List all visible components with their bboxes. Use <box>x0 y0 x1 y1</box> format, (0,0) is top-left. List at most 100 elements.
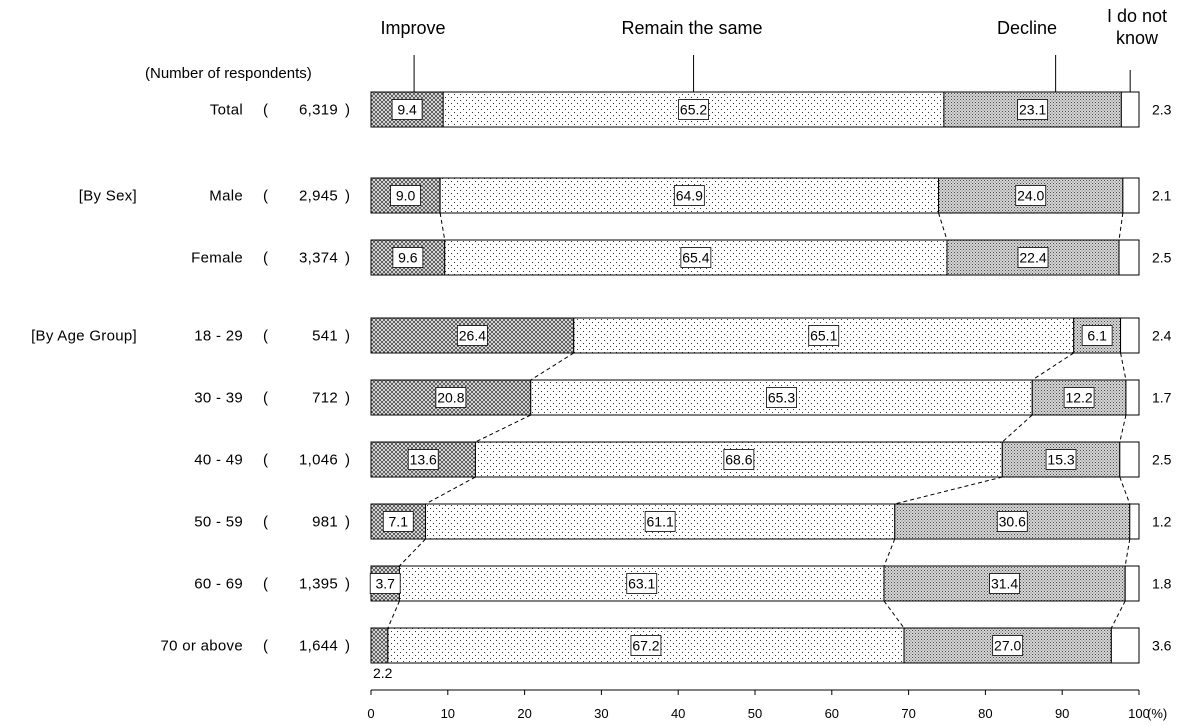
value-label-2-2: 64.9 <box>676 188 703 204</box>
value-label-7-3: 30.6 <box>999 514 1026 530</box>
x-tick-label-80: 80 <box>978 706 992 721</box>
respondents-count-6: 1,046 <box>299 452 338 469</box>
value-box-7-3 <box>996 511 1028 532</box>
x-axis-unit: (%) <box>1147 706 1167 721</box>
value-box-9-3 <box>992 635 1024 656</box>
value-label-2-4: 2.1 <box>1152 188 1172 204</box>
value-box-8-2 <box>626 573 658 594</box>
value-box-7-1 <box>382 511 414 532</box>
paren-open-3: ( <box>263 250 268 267</box>
x-axis: 0 10 20 30 40 50 60 70 80 90 100(%) <box>367 689 1167 721</box>
legend-item-1: Improve <box>380 18 446 92</box>
paren-close-3: ) <box>345 250 350 267</box>
value-label-5-2: 65.3 <box>768 390 795 406</box>
value-label-6-1: 13.6 <box>410 452 437 468</box>
category-label-2: Male <box>209 188 243 205</box>
value-box-5-1 <box>435 387 467 408</box>
value-label-8-3: 31.4 <box>991 576 1018 592</box>
value-label-4-4: 2.4 <box>1152 328 1172 344</box>
legend-label-3: Decline <box>997 18 1057 38</box>
paren-close-2: ) <box>345 188 350 205</box>
x-tick-label-40: 40 <box>671 706 685 721</box>
paren-open-6: ( <box>263 452 268 469</box>
paren-open-9: ( <box>263 638 268 655</box>
value-label-7-1: 7.1 <box>389 514 409 530</box>
value-box-6-1 <box>407 449 439 470</box>
connector-2-3-2 <box>938 212 948 241</box>
value-box-8-3 <box>989 573 1020 594</box>
value-label-1-1: 9.4 <box>397 102 417 118</box>
bar-segment-9-1 <box>370 627 389 664</box>
value-label-7-2: 61.1 <box>647 514 674 530</box>
connector-8-9-1 <box>387 600 400 629</box>
paren-open-5: ( <box>263 390 268 407</box>
value-box-4-1 <box>456 325 488 346</box>
legend-label-4-line-1: I do not <box>1107 6 1167 26</box>
connector-4-5-2 <box>1031 352 1074 381</box>
bar-segment-9-4 <box>1110 627 1140 664</box>
x-tick-label-20: 20 <box>517 706 531 721</box>
category-label-5: 30 - 39 <box>194 390 243 407</box>
respondents-header-text: (Number of respondents) <box>145 65 312 82</box>
legend-item-2: Remain the same <box>621 18 763 92</box>
connector-8-9-2 <box>883 600 905 629</box>
connector-8-9-3 <box>1110 600 1126 629</box>
value-box-5-3 <box>1063 387 1095 408</box>
paren-close-9: ) <box>345 638 350 655</box>
bar-segment-6-4 <box>1119 441 1140 478</box>
paren-open-7: ( <box>263 514 268 531</box>
x-tick-label-50: 50 <box>748 706 762 721</box>
x-tick-label-70: 70 <box>901 706 915 721</box>
value-label-6-2: 68.6 <box>725 452 752 468</box>
bars: 9.4 65.2 23.1 2.3 9.0 64.9 24.0 2.1 9.6 65.4 22.4 2… <box>369 91 1172 681</box>
legend-label-1: Improve <box>380 18 445 38</box>
connector-2-3-1 <box>439 212 446 241</box>
legend: Improve Remain the same Decline I do notkno… <box>380 6 1167 92</box>
category-label-1: Total <box>210 102 243 119</box>
value-label-4-3: 6.1 <box>1087 328 1107 344</box>
value-box-8-1 <box>369 573 401 594</box>
category-label-8: 60 - 69 <box>194 576 243 593</box>
connector-6-7-2 <box>894 476 1003 505</box>
bar-segment-5-4 <box>1125 379 1140 416</box>
paren-open-1: ( <box>263 102 268 119</box>
value-box-2-1 <box>390 185 421 206</box>
bar-segment-1-4 <box>1120 91 1140 128</box>
respondents-count-8: 1,395 <box>299 576 338 593</box>
respondents-count-4: 541 <box>312 328 338 345</box>
value-label-3-1: 9.6 <box>398 250 418 266</box>
value-label-8-1: 3.7 <box>375 576 395 592</box>
value-box-3-2 <box>680 247 712 268</box>
connector-5-6-1 <box>475 414 531 443</box>
connector-5-6-2 <box>1001 414 1033 443</box>
value-label-5-4: 1.7 <box>1152 390 1172 406</box>
value-label-5-3: 12.2 <box>1065 390 1092 406</box>
value-box-5-2 <box>766 387 797 408</box>
value-label-8-2: 63.1 <box>628 576 655 592</box>
group-label-2: [By Sex] <box>79 188 137 205</box>
paren-close-5: ) <box>345 390 350 407</box>
respondents-header: (Number of respondents) <box>145 65 312 82</box>
connector-4-5-3 <box>1120 352 1127 381</box>
value-label-4-2: 65.1 <box>810 328 837 344</box>
value-label-4-1: 26.4 <box>459 328 486 344</box>
value-label-1-4: 2.3 <box>1152 102 1172 118</box>
paren-open-8: ( <box>263 576 268 593</box>
paren-close-4: ) <box>345 328 350 345</box>
paren-close-8: ) <box>345 576 350 593</box>
connector-7-8-3 <box>1124 538 1131 567</box>
value-box-3-3 <box>1017 247 1049 268</box>
respondents-count-1: 6,319 <box>299 102 338 119</box>
value-label-2-1: 9.0 <box>396 188 416 204</box>
category-label-9: 70 or above <box>160 638 243 655</box>
value-label-7-4: 1.2 <box>1152 514 1172 530</box>
x-tick-label-60: 60 <box>825 706 839 721</box>
respondents-count-5: 712 <box>312 390 338 407</box>
respondents-count-2: 2,945 <box>299 188 338 205</box>
value-label-9-2: 67.2 <box>632 638 659 654</box>
value-box-4-2 <box>808 325 840 346</box>
value-label-6-3: 15.3 <box>1047 452 1074 468</box>
bar-segment-4-4 <box>1120 317 1140 354</box>
